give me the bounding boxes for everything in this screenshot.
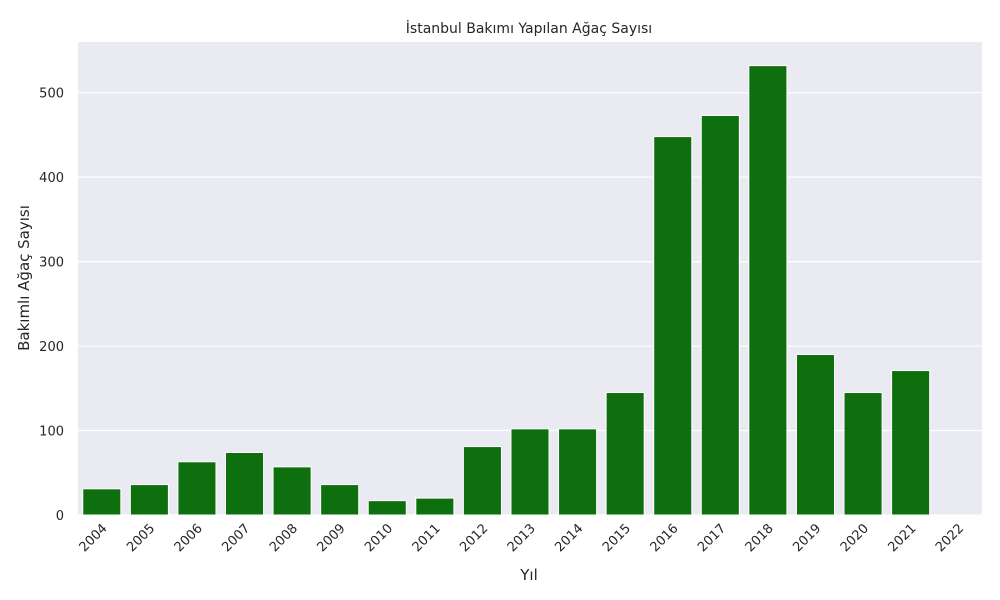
bar-2006	[177, 461, 217, 516]
y-tick-label: 300	[39, 256, 64, 271]
bar-2008	[272, 466, 312, 516]
x-tick-label: 2008	[267, 521, 301, 555]
x-tick-label: 2020	[838, 521, 872, 555]
chart-title: İstanbul Bakımı Yapılan Ağaç Sayısı	[406, 19, 652, 37]
x-tick-label: 2018	[743, 521, 777, 555]
bar-2004	[82, 488, 122, 516]
x-tick-labels: 2004 2005 2006 2007 2008 2009 2010 2011 2012 2013…	[77, 521, 967, 555]
x-tick-label: 2021	[885, 521, 919, 555]
x-tick-label: 2017	[695, 521, 729, 555]
bar-2012	[462, 446, 502, 516]
y-tick-label: 100	[39, 425, 64, 440]
x-tick-label: 2004	[77, 521, 111, 555]
x-tick-label: 2015	[600, 521, 634, 555]
bars	[82, 65, 931, 516]
bar-2009	[320, 484, 360, 516]
bar-2005	[129, 484, 169, 516]
bar-2007	[224, 451, 265, 516]
x-tick-label: 2011	[410, 521, 444, 555]
x-tick-label: 2022	[933, 521, 967, 555]
bar-2019	[795, 354, 836, 516]
bar-2021	[891, 370, 931, 516]
x-tick-label: 2009	[315, 521, 349, 555]
bar-2015	[605, 392, 645, 516]
bar-2011	[415, 497, 455, 516]
x-tick-label: 2019	[790, 521, 824, 555]
y-tick-label: 400	[39, 171, 64, 186]
y-axis-label: Bakımlı Ağaç Sayısı	[15, 205, 33, 351]
y-tick-label: 200	[39, 340, 64, 355]
x-tick-label: 2014	[552, 521, 586, 555]
bar-2020	[843, 392, 883, 516]
bar-2013	[510, 428, 550, 516]
x-tick-label: 2005	[124, 521, 158, 555]
x-tick-label: 2016	[648, 521, 682, 555]
x-tick-label: 2006	[172, 521, 206, 555]
bar-2018	[748, 65, 788, 516]
y-tick-label: 0	[56, 509, 64, 524]
x-tick-label: 2007	[219, 521, 253, 555]
bar-2017	[700, 114, 740, 516]
x-tick-label: 2010	[362, 521, 396, 555]
y-tick-labels: 0 100 200 300 400 500	[39, 87, 64, 524]
x-tick-label: 2013	[505, 521, 539, 555]
y-tick-label: 500	[39, 87, 64, 102]
x-tick-label: 2012	[457, 521, 491, 555]
bar-2014	[558, 428, 598, 516]
bar-2010	[367, 500, 407, 516]
x-axis-label: Yıl	[519, 566, 538, 584]
bar-2016	[653, 136, 693, 516]
